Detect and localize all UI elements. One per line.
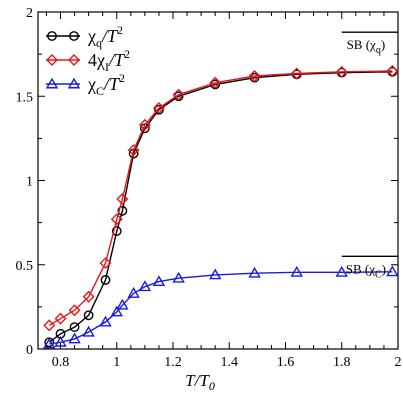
data-point-triangle bbox=[43, 337, 56, 349]
data-point-triangle bbox=[54, 335, 67, 347]
x-tick-label: 1.4 bbox=[221, 355, 239, 370]
data-point-circle bbox=[117, 205, 128, 216]
x-tick-label: 1.2 bbox=[164, 355, 182, 370]
data-point-circle bbox=[83, 310, 94, 321]
data-point-diamond bbox=[172, 88, 185, 101]
y-tick-label: 1 bbox=[26, 175, 33, 190]
legend-entry-2: 4χI/T2 bbox=[46, 47, 130, 74]
data-point-circle bbox=[69, 31, 79, 41]
data-point-diamond bbox=[248, 70, 261, 83]
data-point-diamond bbox=[209, 76, 222, 89]
series-2 bbox=[43, 64, 399, 332]
data-point-triangle bbox=[290, 265, 303, 277]
legend-label: 4χI/T2 bbox=[88, 47, 130, 74]
x-tick-label: 1.6 bbox=[277, 355, 295, 370]
legend-entry-3: χC/T2 bbox=[45, 71, 125, 98]
data-point-diamond bbox=[54, 312, 67, 325]
sb-label: SB (χC) bbox=[346, 261, 386, 280]
legend-entry-1: χq/T2 bbox=[46, 23, 123, 50]
data-point-diamond bbox=[116, 193, 129, 206]
data-point-triangle bbox=[68, 332, 81, 344]
data-point-triangle bbox=[110, 305, 123, 317]
data-point-triangle bbox=[152, 275, 166, 287]
legend-label: χq/T2 bbox=[87, 23, 123, 50]
series-line bbox=[49, 271, 393, 345]
data-point-diamond bbox=[43, 319, 56, 332]
y-tick-label: 2 bbox=[26, 6, 33, 21]
y-tick-label: 0.5 bbox=[16, 259, 34, 274]
data-point-circle bbox=[69, 322, 80, 332]
data-point-triangle bbox=[67, 77, 81, 89]
data-point-triangle bbox=[82, 325, 95, 337]
data-point-circle bbox=[47, 31, 57, 41]
x-tick-label: 1 bbox=[113, 355, 120, 370]
data-point-diamond bbox=[290, 67, 303, 80]
x-tick-label: 0.8 bbox=[52, 355, 70, 370]
data-point-diamond bbox=[110, 213, 123, 226]
series-3 bbox=[43, 265, 399, 349]
x-tick-label: 1.8 bbox=[333, 355, 351, 370]
x-axis-title-sub: 0 bbox=[209, 379, 215, 393]
x-axis-title-main: T/T bbox=[185, 371, 210, 390]
data-point-diamond bbox=[335, 65, 348, 78]
series-1 bbox=[44, 66, 398, 348]
data-point-diamond bbox=[99, 257, 112, 270]
data-point-diamond bbox=[46, 54, 58, 66]
data-point-triangle bbox=[248, 266, 261, 278]
legend-label: χC/T2 bbox=[87, 71, 125, 98]
data-point-triangle bbox=[116, 298, 129, 310]
annotation-layer: SB (χq) SB (χC) bbox=[341, 31, 398, 280]
data-point-diamond bbox=[386, 64, 399, 77]
data-point-triangle bbox=[208, 268, 222, 280]
y-tick-label: 0 bbox=[26, 343, 33, 358]
series-line bbox=[48, 71, 393, 343]
series-layer bbox=[43, 64, 399, 349]
axes: 0.8 1 1.2 1.4 1.6 1.8 2 0 0.5 1 1.5 2 bbox=[16, 6, 402, 370]
x-tick-label: 2 bbox=[395, 355, 402, 370]
y-tick-label: 1.5 bbox=[16, 90, 34, 105]
data-point-circle bbox=[111, 226, 122, 236]
data-point-circle bbox=[100, 275, 111, 285]
data-point-diamond bbox=[152, 102, 165, 115]
series-line bbox=[48, 70, 393, 327]
data-point-triangle bbox=[335, 265, 348, 277]
data-point-triangle bbox=[172, 271, 185, 283]
data-point-diamond bbox=[138, 118, 151, 131]
data-point-diamond bbox=[68, 304, 81, 317]
data-point-triangle bbox=[138, 280, 152, 292]
data-point-triangle bbox=[45, 77, 59, 89]
data-point-diamond bbox=[127, 144, 140, 157]
data-point-triangle bbox=[386, 265, 399, 277]
data-point-diamond bbox=[68, 54, 80, 66]
data-point-diamond bbox=[82, 290, 95, 303]
sb-label: SB (χq) bbox=[347, 37, 386, 56]
x-axis-title: T/T0 bbox=[185, 371, 215, 393]
data-point-triangle bbox=[99, 315, 112, 327]
data-point-triangle bbox=[127, 286, 140, 298]
